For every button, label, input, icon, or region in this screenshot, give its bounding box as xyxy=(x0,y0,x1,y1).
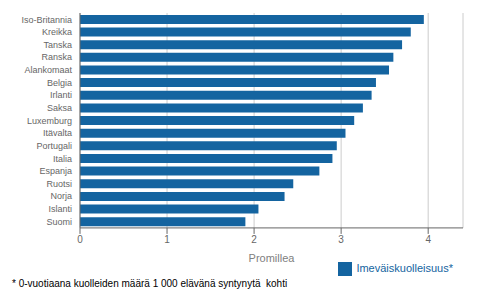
svg-text:Irlanti: Irlanti xyxy=(50,90,72,100)
html-text:Imeväiskuolleisuus*: Imeväiskuolleisuus* xyxy=(356,261,453,274)
svg-text:Promillea: Promillea xyxy=(249,252,296,264)
html-text:* 0-vuotiaana kuolleiden määrä: * 0-vuotiaana kuolleiden määrä 1 000 elä… xyxy=(12,278,288,289)
svg-text:Kreikka: Kreikka xyxy=(42,27,72,37)
svg-text:Suomi: Suomi xyxy=(46,217,72,227)
svg-text:Italia: Italia xyxy=(53,154,72,164)
svg-text:Itävalta: Itävalta xyxy=(43,128,72,138)
svg-text:3: 3 xyxy=(338,234,344,245)
svg-text:Espanja: Espanja xyxy=(39,166,72,176)
svg-text:Ranska: Ranska xyxy=(41,52,72,62)
svg-text:4: 4 xyxy=(425,234,431,245)
svg-text:Luxemburg: Luxemburg xyxy=(27,116,72,126)
svg-text:Tanska: Tanska xyxy=(43,40,72,50)
svg-text:Ruotsi: Ruotsi xyxy=(46,179,72,189)
svg-text:Islanti: Islanti xyxy=(48,204,72,214)
svg-text:2: 2 xyxy=(251,234,257,245)
svg-text:Alankomaat: Alankomaat xyxy=(24,65,72,75)
svg-text:Belgia: Belgia xyxy=(47,78,72,88)
svg-text:Saksa: Saksa xyxy=(47,103,72,113)
svg-text:1: 1 xyxy=(164,234,170,245)
svg-text:Portugali: Portugali xyxy=(36,141,72,151)
svg-text:Norja: Norja xyxy=(50,191,72,201)
svg-text:Iso-Britannia: Iso-Britannia xyxy=(21,15,72,25)
svg-text:0: 0 xyxy=(77,234,83,245)
